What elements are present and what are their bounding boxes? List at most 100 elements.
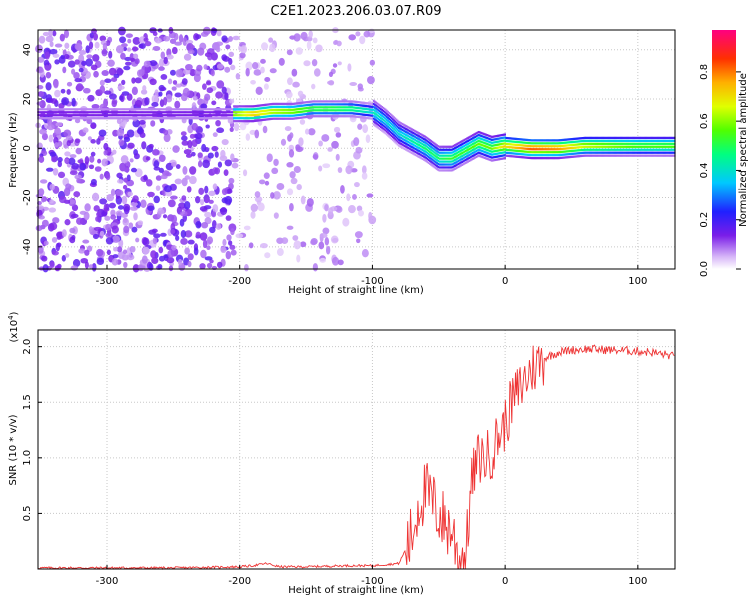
spectrogram-cell (626, 142, 628, 145)
spectrogram-cell (292, 111, 295, 114)
spectrogram-cell (463, 162, 466, 165)
spectrogram-cell (104, 114, 106, 117)
spectrogram-cell (621, 136, 624, 140)
spectrogram-cell (579, 140, 582, 143)
spectrogram-cell (659, 145, 662, 148)
spectrogram-cell (321, 112, 324, 115)
spectrogram-cell (445, 160, 448, 163)
spectrogram-cell (393, 122, 395, 125)
spectrogram-cell (299, 116, 302, 119)
spectrogram-cell (637, 154, 640, 157)
spectrogram-cell (555, 151, 558, 154)
spectrogram-cell (388, 117, 391, 121)
spectrogram-cell (285, 105, 288, 108)
spectrogram-cell (157, 108, 160, 111)
spectrogram-cell (497, 143, 499, 146)
spectrogram-cell (540, 145, 542, 148)
spectrogram-cell (626, 148, 628, 151)
spectrogram-cell (315, 109, 318, 112)
spectrogram-cell (388, 135, 391, 138)
spectrogram-cell (93, 114, 96, 117)
spectrogram-cell (390, 137, 393, 141)
spectrogram-cell (665, 154, 668, 157)
spectrogram-cell (100, 111, 103, 114)
spectrogram-cell (475, 138, 478, 141)
spectrogram-cell (67, 111, 69, 114)
spectrogram-cell (35, 225, 43, 232)
spectrogram-cell (461, 160, 464, 164)
spectrogram-cell (599, 142, 602, 145)
spectrogram-cell (203, 111, 206, 114)
spectrogram-cell (116, 179, 124, 184)
spectrogram-cell (596, 148, 598, 151)
spectrogram-cell (49, 48, 58, 55)
spectrogram-cell (554, 139, 557, 142)
spectrogram-cell (646, 136, 649, 140)
spectrogram-cell (90, 64, 98, 71)
spectrogram-cell (94, 114, 97, 117)
spectrogram-cell (569, 152, 572, 156)
spectrogram-cell (161, 111, 164, 114)
spectrogram-cell (184, 111, 186, 114)
spectrogram-cell (69, 170, 78, 176)
spectrogram-cell (76, 108, 79, 111)
spectrogram-cell (438, 154, 441, 157)
spectrogram-cell (333, 109, 336, 112)
spectrogram-cell (395, 130, 398, 133)
spectrogram-cell (104, 78, 112, 84)
spectrogram-cell (541, 148, 544, 151)
spectrogram-cell (412, 143, 415, 146)
spectrogram-cell (364, 104, 367, 108)
spectrogram-cell (74, 108, 77, 111)
spectrogram-cell (559, 145, 561, 148)
spectrogram-cell (295, 146, 304, 153)
spectrogram-cell (493, 138, 496, 141)
spectrogram-cell (297, 108, 300, 111)
spectrogram-cell (526, 156, 529, 159)
spectrogram-cell (501, 157, 504, 160)
spectrogram-cell (329, 109, 332, 112)
spectrogram-cell (433, 151, 436, 154)
spectrogram-cell (141, 117, 143, 120)
spectrogram-cell (519, 155, 522, 159)
spectrogram-cell (446, 166, 449, 169)
spectrogram-cell (231, 117, 234, 120)
spectrogram-cell (352, 100, 355, 103)
spectrogram-cell (39, 114, 42, 117)
spectrogram-cell (39, 128, 47, 135)
spectrogram-y-axis-label: Frequency (Hz) (8, 112, 19, 188)
spectrogram-cell (622, 151, 625, 154)
spectrogram-cell (489, 159, 492, 162)
spectrogram-cell (622, 145, 625, 148)
spectrogram-cell (618, 151, 621, 154)
spectrogram-cell (328, 115, 331, 118)
spectrogram-cell (540, 142, 542, 145)
spectrogram-cell (293, 105, 296, 108)
spectrogram-cell (215, 108, 217, 111)
spectrogram-cell (635, 145, 638, 148)
spectrogram-cell (426, 146, 429, 149)
spectrogram-cell (306, 197, 314, 207)
spectrogram-cell (358, 101, 361, 104)
spectrogram-cell (88, 111, 91, 114)
spectrogram-cell (67, 114, 69, 117)
spectrogram-cell (581, 137, 584, 140)
spectrogram-cell (506, 145, 509, 149)
spectrogram-cell (336, 109, 339, 112)
spectrogram-cell (262, 115, 265, 118)
spectrogram-cell (659, 154, 662, 157)
spectrogram-cell (464, 149, 467, 153)
spectrogram-cell (133, 114, 136, 117)
spectrogram-cell (313, 112, 315, 115)
spectrogram-cell (338, 106, 340, 109)
spectrogram-cell (114, 108, 117, 111)
spectrogram-cell (301, 116, 303, 119)
spectrogram-cell (605, 136, 608, 140)
spectrogram-cell (520, 138, 523, 141)
spectrogram-cell (499, 140, 502, 143)
spectrogram-cell (319, 109, 321, 112)
spectrogram-cell (578, 140, 581, 143)
spectrogram-cell (438, 157, 441, 160)
spectrogram-cell (479, 140, 481, 143)
